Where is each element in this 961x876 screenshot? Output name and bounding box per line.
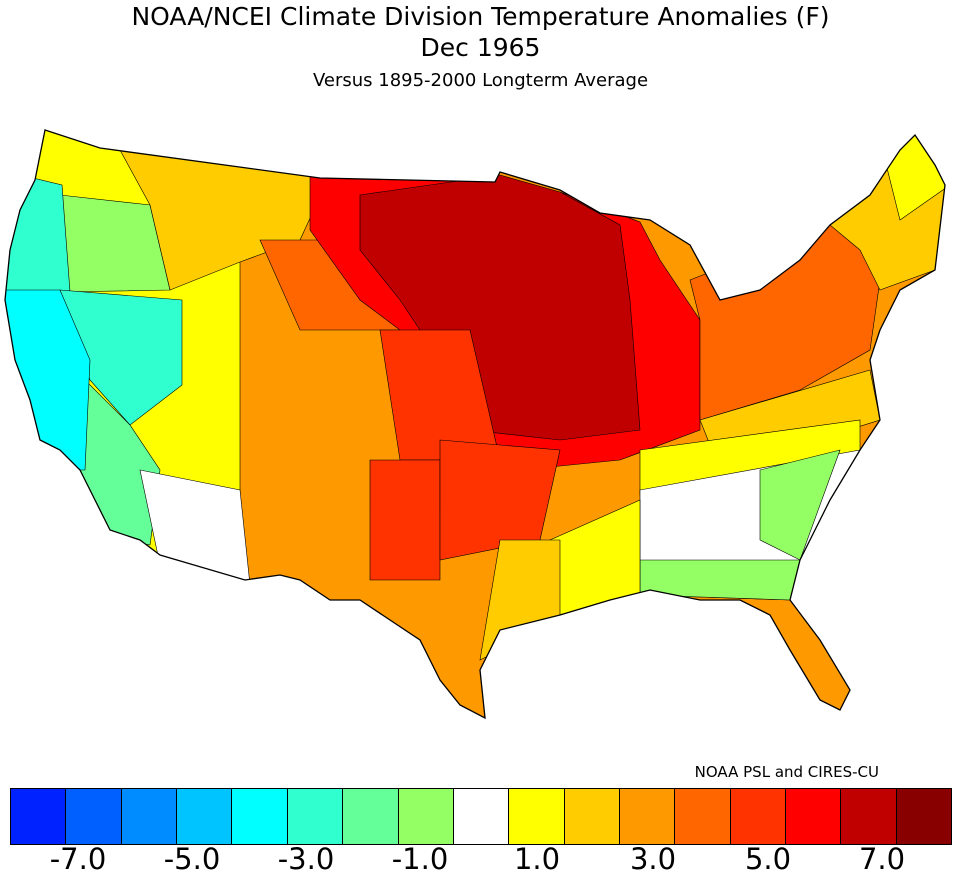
colorbar-swatch bbox=[509, 789, 565, 844]
colorbar-swatch bbox=[841, 789, 897, 844]
map-subtitle: Dec 1965 bbox=[420, 33, 541, 62]
colorbar-tick-label: -3.0 bbox=[277, 842, 335, 876]
climate-region-upper_midwest bbox=[359, 174, 641, 441]
colorbar-tick-label: -7.0 bbox=[49, 842, 107, 876]
us-outline bbox=[4, 129, 946, 720]
colorbar-tick-label: 1.0 bbox=[513, 842, 561, 876]
colorbar-swatch bbox=[66, 789, 122, 844]
colorbar-swatch bbox=[730, 789, 787, 844]
colorbar-swatch bbox=[675, 789, 731, 844]
colorbar-swatch bbox=[619, 789, 676, 844]
climate-region-south_ga bbox=[639, 559, 801, 601]
colorbar-swatch bbox=[564, 789, 620, 844]
colorbar-tick-label: 5.0 bbox=[744, 842, 792, 876]
colorbar-swatch bbox=[786, 789, 842, 844]
colorbar-swatch bbox=[896, 789, 952, 844]
climate-region-ca_central bbox=[5, 289, 91, 471]
climate-region-tx_west bbox=[369, 459, 441, 581]
us-climate-division-map bbox=[4, 129, 946, 720]
map-caption: Versus 1895-2000 Longterm Average bbox=[312, 70, 649, 91]
colorbar-swatch bbox=[287, 789, 344, 844]
map-title: NOAA/NCEI Climate Division Temperature A… bbox=[131, 2, 830, 31]
colorbar-swatch bbox=[398, 789, 454, 844]
colorbar-tick-label: -5.0 bbox=[163, 842, 221, 876]
colorbar-tick-label: 7.0 bbox=[858, 842, 906, 876]
colorbar-swatch bbox=[453, 789, 510, 844]
colorbar-swatch bbox=[177, 789, 233, 844]
colorbar-tick-label: -1.0 bbox=[391, 842, 449, 876]
colorbar-swatch bbox=[11, 789, 67, 844]
credit-text: NOAA PSL and CIRES-CU bbox=[694, 763, 879, 781]
colorbar bbox=[10, 788, 952, 845]
climate-region-pnw_coast bbox=[5, 169, 71, 301]
colorbar-swatch bbox=[232, 789, 288, 844]
colorbar-tick-label: 3.0 bbox=[629, 842, 677, 876]
colorbar-swatch bbox=[121, 789, 178, 844]
colorbar-swatch bbox=[343, 789, 399, 844]
